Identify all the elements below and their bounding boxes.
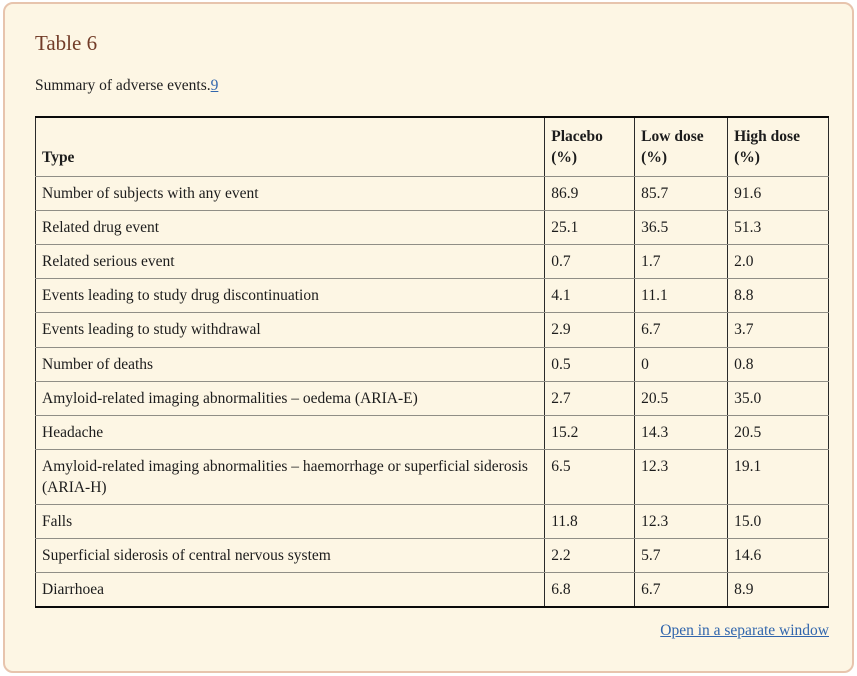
table-header: Type Placebo (%) Low dose (%) High dose … <box>34 116 829 178</box>
cell-high-dose: 19.1 <box>727 448 829 505</box>
column-header-high-dose: High dose (%) <box>727 116 829 178</box>
cell-placebo: 6.8 <box>544 572 636 608</box>
column-header-placebo: Placebo (%) <box>544 116 636 178</box>
table-row: Amyloid-related imaging abnormalities – … <box>34 380 829 416</box>
cell-placebo: 2.2 <box>544 538 636 574</box>
cell-low-dose: 14.3 <box>634 414 729 450</box>
column-unit: (%) <box>641 149 667 167</box>
header-row: Type Placebo (%) Low dose (%) High dose … <box>34 116 829 178</box>
column-label: High dose <box>734 128 800 145</box>
adverse-events-table: Type Placebo (%) Low dose (%) High dose … <box>34 116 829 609</box>
table-row: Related drug event 25.1 36.5 51.3 <box>34 210 829 246</box>
column-label: Low dose <box>641 128 704 145</box>
reference-link[interactable]: 9 <box>210 77 219 94</box>
open-separate-window-link[interactable]: Open in a separate window <box>660 622 829 640</box>
cell-type: Related serious event <box>34 244 546 280</box>
cell-high-dose: 35.0 <box>727 380 829 416</box>
cell-type: Related drug event <box>34 210 546 246</box>
cell-type: Headache <box>34 414 546 450</box>
cell-low-dose: 12.3 <box>634 448 729 505</box>
cell-placebo: 86.9 <box>544 176 636 212</box>
cell-high-dose: 8.8 <box>727 278 829 314</box>
table-row: Events leading to study withdrawal 2.9 6… <box>34 312 829 348</box>
table-row: Superficial siderosis of central nervous… <box>34 538 829 574</box>
cell-placebo: 0.7 <box>544 244 636 280</box>
cell-placebo: 6.5 <box>544 448 636 505</box>
table-title: Table 6 <box>35 31 98 55</box>
cell-type: Number of deaths <box>34 346 546 382</box>
table-row: Number of deaths 0.5 0 0.8 <box>34 346 829 382</box>
column-unit: (%) <box>734 149 760 167</box>
caption-text: Summary of adverse events. <box>35 77 211 94</box>
cell-high-dose: 14.6 <box>727 538 829 574</box>
cell-placebo: 0.5 <box>544 346 636 382</box>
table-row: Falls 11.8 12.3 15.0 <box>34 503 829 540</box>
cell-placebo: 15.2 <box>544 414 636 450</box>
cell-low-dose: 85.7 <box>634 176 729 212</box>
table-row: Diarrhoea 6.8 6.7 8.9 <box>34 572 829 608</box>
cell-low-dose: 6.7 <box>634 312 729 348</box>
table-row: Number of subjects with any event 86.9 8… <box>34 176 829 212</box>
cell-low-dose: 20.5 <box>634 380 729 416</box>
cell-type: Falls <box>34 503 546 540</box>
cell-type: Number of subjects with any event <box>34 176 546 212</box>
table-row: Headache 15.2 14.3 20.5 <box>34 414 829 450</box>
cell-low-dose: 36.5 <box>634 210 729 246</box>
cell-type: Diarrhoea <box>34 572 546 608</box>
table-row: Events leading to study drug discontinua… <box>34 278 829 314</box>
cell-high-dose: 20.5 <box>727 414 829 450</box>
table-row: Amyloid-related imaging abnormalities – … <box>34 448 829 505</box>
table-caption: Summary of adverse events.9 <box>35 77 825 95</box>
cell-placebo: 2.9 <box>544 312 636 348</box>
cell-low-dose: 11.1 <box>634 278 729 314</box>
cell-high-dose: 3.7 <box>727 312 829 348</box>
cell-placebo: 4.1 <box>544 278 636 314</box>
cell-high-dose: 91.6 <box>727 176 829 212</box>
table-row: Related serious event 0.7 1.7 2.0 <box>34 244 829 280</box>
cell-low-dose: 5.7 <box>634 538 729 574</box>
cell-type: Events leading to study drug discontinua… <box>34 278 546 314</box>
column-header-type: Type <box>34 116 546 178</box>
cell-type: Amyloid-related imaging abnormalities – … <box>34 448 546 505</box>
cell-placebo: 11.8 <box>544 503 636 540</box>
cell-placebo: 25.1 <box>544 210 636 246</box>
column-label: Placebo <box>551 128 603 145</box>
cell-high-dose: 0.8 <box>727 346 829 382</box>
cell-placebo: 2.7 <box>544 380 636 416</box>
cell-low-dose: 1.7 <box>634 244 729 280</box>
table-view-card: Table 6 Summary of adverse events.9 Type… <box>3 2 854 673</box>
cell-type: Events leading to study withdrawal <box>34 312 546 348</box>
cell-type: Superficial siderosis of central nervous… <box>34 538 546 574</box>
cell-low-dose: 0 <box>634 346 729 382</box>
column-unit: (%) <box>551 149 578 167</box>
cell-low-dose: 12.3 <box>634 503 729 540</box>
cell-high-dose: 2.0 <box>727 244 829 280</box>
table-body: Number of subjects with any event 86.9 8… <box>34 176 829 608</box>
cell-low-dose: 6.7 <box>634 572 729 608</box>
column-header-low-dose: Low dose (%) <box>634 116 729 178</box>
cell-high-dose: 15.0 <box>727 503 829 540</box>
footer-link-row: Open in a separate window <box>35 622 829 640</box>
cell-high-dose: 8.9 <box>727 572 829 608</box>
column-label: Type <box>42 149 75 167</box>
cell-type: Amyloid-related imaging abnormalities – … <box>34 380 546 416</box>
cell-high-dose: 51.3 <box>727 210 829 246</box>
